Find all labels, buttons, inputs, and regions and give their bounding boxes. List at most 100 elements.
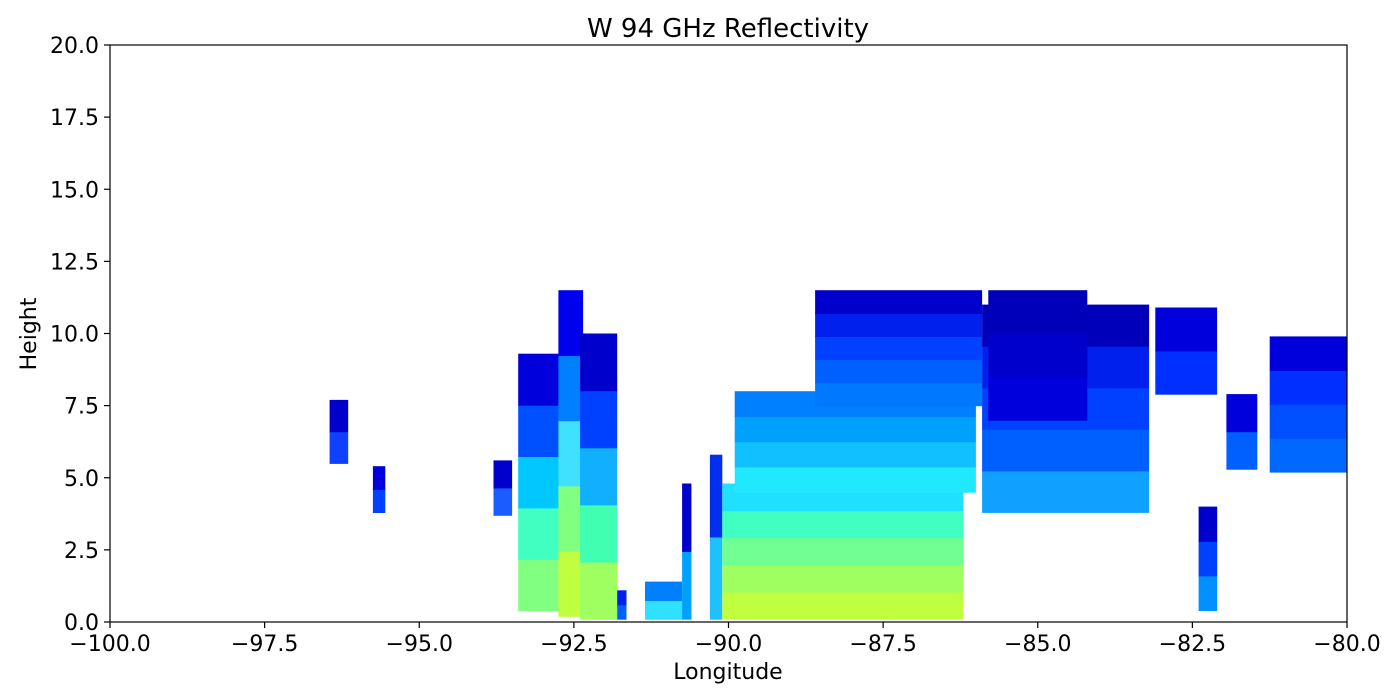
heatmap-region-main-top: [815, 290, 983, 407]
heatmap-region-cell-b: [372, 466, 386, 513]
heatmap-region-spike-a: [682, 483, 692, 620]
heatmap-cell: [682, 483, 692, 552]
heatmap-region-cell-f: [1269, 336, 1347, 473]
heatmap-region-tower-core: [558, 290, 584, 617]
chart-title: W 94 GHz Reflectivity: [587, 14, 869, 44]
heatmap-cell: [815, 290, 983, 314]
heatmap-cell: [722, 592, 964, 620]
heatmap-cell: [734, 466, 976, 493]
heatmap-cell: [982, 470, 1150, 513]
y-tick-label: 20.0: [50, 34, 99, 59]
heatmap-cell: [988, 290, 1088, 335]
x-tick-label: −82.5: [1159, 632, 1226, 657]
x-tick-label: −87.5: [849, 632, 916, 657]
heatmap-cell: [682, 551, 692, 620]
heatmap-cell: [734, 416, 976, 443]
x-axis-label: Longitude: [673, 660, 782, 685]
heatmap-cell: [518, 507, 562, 560]
heatmap-cell: [982, 429, 1150, 472]
heatmap-cell: [372, 466, 386, 490]
y-tick-label: 2.5: [64, 539, 99, 564]
heatmap-cell: [1269, 438, 1347, 473]
heatmap-cell: [558, 420, 584, 487]
heatmap-cell: [580, 333, 618, 392]
heatmap-cell: [580, 562, 618, 620]
y-tick-label: 10.0: [50, 323, 99, 348]
heatmap-cell: [1198, 541, 1218, 577]
heatmap-cell: [372, 489, 386, 513]
y-tick-label: 17.5: [50, 106, 99, 131]
heatmap-region-main-mid: [734, 391, 976, 493]
heatmap-region-low-c: [1198, 506, 1218, 611]
heatmap-cell: [1269, 404, 1347, 439]
heatmap-cell: [815, 359, 983, 384]
heatmap-cell: [1155, 307, 1218, 352]
heatmap-cell: [1269, 336, 1347, 371]
y-tick-label: 7.5: [64, 395, 99, 420]
heatmap-region-tower-right: [580, 333, 618, 620]
heatmap-cell: [518, 405, 562, 457]
heatmap-cell: [815, 313, 983, 337]
heatmap-cell: [815, 382, 983, 407]
heatmap-cell: [1198, 575, 1218, 611]
heatmap-cell: [815, 336, 983, 361]
heatmap-cell: [1269, 370, 1347, 405]
heatmap-cell: [493, 460, 513, 489]
heatmap-region-east-top: [988, 290, 1088, 421]
x-tick-label: −85.0: [1004, 632, 1071, 657]
heatmap-cell: [558, 355, 584, 422]
heatmap-cell: [518, 559, 562, 612]
heatmap-cell: [617, 590, 627, 606]
heatmap-cell: [518, 456, 562, 509]
heatmap-region-low-a: [617, 590, 627, 620]
x-tick-label: −92.5: [540, 632, 607, 657]
heatmap-cell: [329, 431, 349, 464]
heatmap-cell: [645, 600, 683, 620]
heatmap-cell: [1198, 506, 1218, 542]
y-tick-label: 0.0: [64, 611, 99, 636]
heatmap-cell: [734, 441, 976, 468]
heatmap-cell: [1226, 394, 1258, 433]
heatmap-cell: [329, 399, 349, 433]
x-tick-label: −100.0: [69, 632, 150, 657]
heatmap-cell: [558, 551, 584, 617]
heatmap-cell: [580, 504, 618, 563]
heatmap-cell: [988, 376, 1088, 421]
heatmap-cell: [558, 485, 584, 552]
plot-area: [109, 44, 1348, 623]
heatmap-cell: [709, 536, 723, 620]
heatmap-cell: [722, 537, 964, 566]
heatmap-cell: [988, 333, 1088, 378]
heatmap-cell: [709, 454, 723, 538]
heatmap-cell: [518, 353, 562, 406]
heatmap-cell: [722, 564, 964, 593]
x-tick-label: −90.0: [695, 632, 762, 657]
x-axis-ticks: −100.0 −97.5 −95.0 −92.5 −90.0 −87.5 −85.0 −82.…: [69, 622, 1381, 657]
x-tick-label: −80.0: [1313, 632, 1380, 657]
heatmap-cell: [1155, 350, 1218, 395]
y-axis-ticks: 0.0 2.5 5.0 7.5 10.0 12.5 15.0 17.5 20.0: [50, 34, 110, 636]
heatmap-cell: [580, 447, 618, 506]
heatmap-cell: [580, 390, 618, 449]
heatmap-cell: [722, 510, 964, 539]
x-tick-label: −97.5: [231, 632, 298, 657]
heatmap-cell: [493, 487, 513, 516]
heatmap-cell: [617, 604, 627, 620]
heatmap-region-low-b: [645, 581, 683, 620]
heatmap-region-spike-b: [709, 454, 723, 620]
heatmap-regions: [329, 290, 1347, 620]
x-tick-label: −95.0: [386, 632, 453, 657]
y-tick-label: 12.5: [50, 250, 99, 275]
heatmap-cell: [1226, 431, 1258, 470]
heatmap-region-cell-d: [1155, 307, 1218, 395]
heatmap-region-cell-c: [493, 460, 513, 516]
heatmap-region-cell-e: [1226, 394, 1258, 470]
y-tick-label: 5.0: [64, 467, 99, 492]
heatmap-cell: [645, 581, 683, 601]
heatmap-region-main-low: [722, 483, 964, 620]
y-axis-label: Height: [17, 297, 42, 370]
y-tick-label: 15.0: [50, 178, 99, 203]
heatmap-region-cell-a: [329, 399, 349, 464]
heatmap-region-tower-left: [518, 353, 562, 612]
